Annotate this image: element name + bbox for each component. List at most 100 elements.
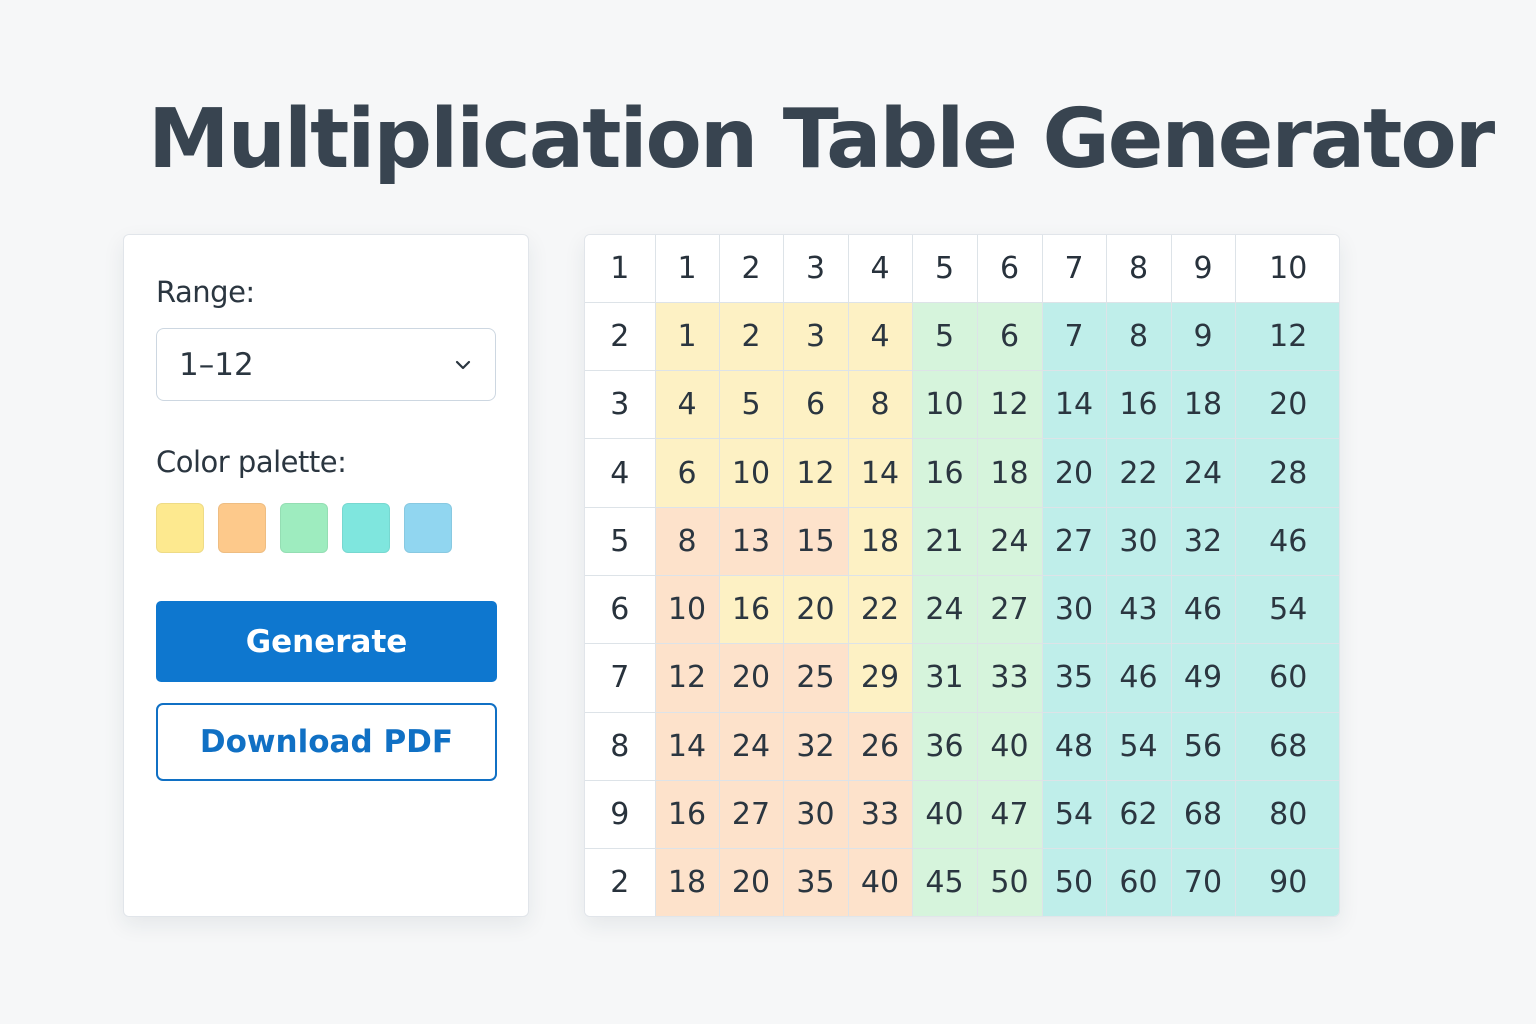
- table-cell: 27: [718, 779, 784, 850]
- column-header: 1: [585, 235, 656, 303]
- table-cell: 18: [976, 438, 1043, 508]
- table-cell: 20: [1234, 370, 1339, 440]
- table-cell: 30: [1041, 574, 1107, 645]
- chevron-down-icon: [453, 355, 473, 375]
- table-cell: 35: [782, 848, 849, 916]
- table-cell: 18: [847, 506, 913, 576]
- row-header: 5: [585, 506, 656, 576]
- multiplication-table: 1 1 2 3 4 5 6 7 8 9 10 2 1 2 3 4 5 6 7 8 9 12 3 4 5 6 8 10 12 14 16 18 2…: [584, 234, 1340, 917]
- table-cell: 54: [1234, 574, 1339, 645]
- table-cell: 60: [1105, 848, 1172, 916]
- table-cell: 50: [1041, 848, 1107, 916]
- column-header: 1: [654, 235, 720, 303]
- table-cell: 21: [911, 506, 978, 576]
- table-cell: 32: [782, 711, 849, 781]
- table-cell: 4: [847, 301, 913, 372]
- table-cell: 26: [847, 711, 913, 781]
- table-cell: 24: [718, 711, 784, 781]
- table-cell: 16: [654, 779, 720, 850]
- table-cell: 32: [1170, 506, 1236, 576]
- table-cell: 12: [976, 370, 1043, 440]
- table-cell: 24: [911, 574, 978, 645]
- table-cell: 6: [654, 438, 720, 508]
- table-cell: 50: [976, 848, 1043, 916]
- table-cell: 1: [654, 301, 720, 372]
- table-cell: 70: [1170, 848, 1236, 916]
- column-header: 4: [847, 235, 913, 303]
- table-cell: 16: [1105, 370, 1172, 440]
- column-header: 3: [782, 235, 849, 303]
- table-cell: 5: [718, 370, 784, 440]
- column-header: 2: [718, 235, 784, 303]
- swatch-green[interactable]: [280, 503, 328, 553]
- generate-button[interactable]: Generate: [156, 601, 497, 682]
- table-cell: 3: [782, 301, 849, 372]
- table-cell: 54: [1105, 711, 1172, 781]
- table-cell: 54: [1041, 779, 1107, 850]
- column-header: 10: [1234, 235, 1339, 303]
- column-header: 6: [976, 235, 1043, 303]
- table-cell: 20: [782, 574, 849, 645]
- table-cell: 46: [1234, 506, 1339, 576]
- table-cell: 62: [1105, 779, 1172, 850]
- table-cell: 9: [1170, 301, 1236, 372]
- table-cell: 46: [1105, 643, 1172, 713]
- table-row: 3 4 5 6 8 10 12 14 16 18 20: [585, 370, 1339, 440]
- table-cell: 31: [911, 643, 978, 713]
- column-header: 5: [911, 235, 978, 303]
- table-cell: 56: [1170, 711, 1236, 781]
- download-pdf-button[interactable]: Download PDF: [156, 703, 497, 781]
- table-row: 4 6 10 12 14 16 18 20 22 24 28: [585, 438, 1339, 508]
- row-header: 2: [585, 848, 656, 916]
- table-cell: 33: [976, 643, 1043, 713]
- table-cell: 30: [782, 779, 849, 850]
- table-cell: 12: [782, 438, 849, 508]
- table-cell: 7: [1041, 301, 1107, 372]
- table-cell: 18: [654, 848, 720, 916]
- table-row: 2 1 2 3 4 5 6 7 8 9 12: [585, 301, 1339, 372]
- table-cell: 48: [1041, 711, 1107, 781]
- table-cell: 5: [911, 301, 978, 372]
- table-cell: 24: [976, 506, 1043, 576]
- table-cell: 10: [654, 574, 720, 645]
- row-header: 8: [585, 711, 656, 781]
- swatch-blue[interactable]: [404, 503, 452, 553]
- table-row: 7 12 20 25 29 31 33 35 46 49 60: [585, 643, 1339, 713]
- row-header: 4: [585, 438, 656, 508]
- table-cell: 27: [976, 574, 1043, 645]
- table-cell: 49: [1170, 643, 1236, 713]
- table-cell: 60: [1234, 643, 1339, 713]
- table-cell: 10: [911, 370, 978, 440]
- row-header: 2: [585, 301, 656, 372]
- table-cell: 8: [847, 370, 913, 440]
- range-select-value: 1–12: [179, 346, 254, 383]
- table-cell: 4: [654, 370, 720, 440]
- table-cell: 12: [654, 643, 720, 713]
- table-cell: 40: [911, 779, 978, 850]
- table-cell: 20: [1041, 438, 1107, 508]
- column-header: 8: [1105, 235, 1172, 303]
- table-row: 6 10 16 20 22 24 27 30 43 46 54: [585, 574, 1339, 645]
- swatch-teal[interactable]: [342, 503, 390, 553]
- table-cell: 25: [782, 643, 849, 713]
- table-cell: 15: [782, 506, 849, 576]
- color-palette: [156, 503, 452, 553]
- table-cell: 13: [718, 506, 784, 576]
- table-cell: 43: [1105, 574, 1172, 645]
- range-label: Range:: [156, 275, 255, 309]
- table-cell: 6: [782, 370, 849, 440]
- table-cell: 20: [718, 848, 784, 916]
- range-select[interactable]: 1–12: [156, 328, 496, 401]
- table-row: 2 18 20 35 40 45 50 50 60 70 90: [585, 848, 1339, 916]
- table-cell: 22: [1105, 438, 1172, 508]
- swatch-yellow[interactable]: [156, 503, 204, 553]
- table-cell: 29: [847, 643, 913, 713]
- color-palette-label: Color palette:: [156, 445, 347, 479]
- table-cell: 46: [1170, 574, 1236, 645]
- table-cell: 16: [718, 574, 784, 645]
- table-cell: 28: [1234, 438, 1339, 508]
- swatch-orange[interactable]: [218, 503, 266, 553]
- settings-panel: Range: 1–12 Color palette: Generate Down…: [123, 234, 529, 917]
- table-cell: 14: [847, 438, 913, 508]
- table-cell: 47: [976, 779, 1043, 850]
